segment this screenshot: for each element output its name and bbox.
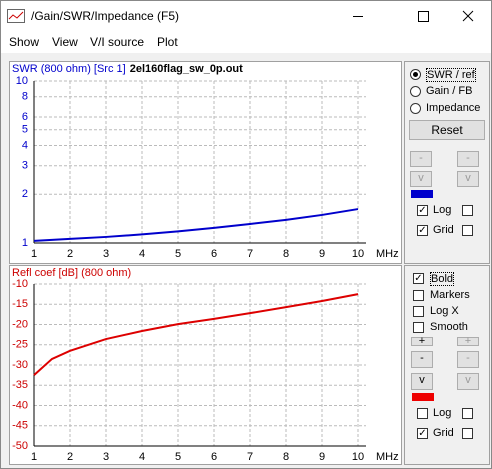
y-tick-label: 8 xyxy=(22,91,28,103)
x-tick-label: 7 xyxy=(247,451,253,463)
title-bar: /Gain/SWR/Impedance (F5) xyxy=(1,1,491,32)
y-tick-label: -25 xyxy=(12,339,28,351)
color-swatch[interactable] xyxy=(411,190,433,198)
chart-title: Refl coef [dB] (800 ohm) xyxy=(12,267,131,279)
radio-label[interactable]: Gain / FB xyxy=(426,85,473,97)
checkbox[interactable]: ✓ xyxy=(417,205,428,216)
x-tick-label: 6 xyxy=(211,248,217,260)
button[interactable]: - xyxy=(457,151,479,167)
chart-panel xyxy=(9,61,402,264)
radio-label[interactable]: Impedance xyxy=(426,102,481,114)
radio[interactable] xyxy=(410,69,421,80)
checkbox[interactable] xyxy=(413,290,424,301)
x-tick-label: 9 xyxy=(319,451,325,463)
x-tick-label: 3 xyxy=(103,248,109,260)
radio[interactable] xyxy=(410,86,421,97)
button[interactable]: - xyxy=(457,351,479,368)
y-tick-label: 1 xyxy=(22,237,28,249)
color-swatch[interactable] xyxy=(412,393,434,401)
checkbox-label[interactable]: Log X xyxy=(430,305,459,317)
bottom-controls: ✓ Bold Markers Log X Smooth + + - - v v … xyxy=(404,265,490,465)
y-tick-label: 2 xyxy=(22,188,28,200)
menu-item[interactable]: View xyxy=(52,35,78,49)
y-tick-label: 6 xyxy=(22,111,28,123)
x-tick-label: 6 xyxy=(211,451,217,463)
y-tick-label: -45 xyxy=(12,420,28,432)
radio-label[interactable]: SWR / ref xyxy=(426,68,476,82)
checkbox[interactable]: ✓ xyxy=(413,273,424,284)
button[interactable]: + xyxy=(457,336,479,347)
x-tick-label: 2 xyxy=(67,248,73,260)
checkbox[interactable] xyxy=(462,205,473,216)
checkbox-label[interactable]: Log xyxy=(433,204,452,216)
data-line xyxy=(33,208,359,242)
window-buttons[interactable] xyxy=(341,1,491,32)
checkbox-label[interactable]: Bold xyxy=(430,272,455,286)
checkbox-label[interactable]: Grid xyxy=(433,427,454,439)
x-tick-label: 2 xyxy=(67,451,73,463)
y-tick-label: -15 xyxy=(12,298,28,310)
button[interactable]: - xyxy=(411,351,433,368)
app-icon xyxy=(7,9,25,23)
y-tick-label: 4 xyxy=(22,139,28,151)
button[interactable]: v xyxy=(411,373,433,390)
x-tick-label: 10 xyxy=(352,248,364,260)
reset-button[interactable]: Reset xyxy=(409,120,485,140)
x-tick-label: 3 xyxy=(103,451,109,463)
checkbox[interactable]: ✓ xyxy=(417,225,428,236)
window-title: /Gain/SWR/Impedance (F5) xyxy=(31,9,180,23)
y-tick-label: 3 xyxy=(22,160,28,172)
radio[interactable] xyxy=(410,103,421,114)
menu-item[interactable]: Show xyxy=(9,35,40,49)
y-tick-label: 10 xyxy=(16,75,28,87)
button[interactable]: v xyxy=(457,373,479,390)
top-controls: SWR / ref Gain / FB Impedance Reset - - … xyxy=(404,61,490,264)
checkbox-label[interactable]: Log xyxy=(433,407,452,419)
checkbox[interactable]: ✓ xyxy=(417,428,428,439)
menu-bar: Show View V/I source Plot xyxy=(1,32,491,53)
x-axis-label: MHz xyxy=(376,451,399,463)
x-tick-label: 9 xyxy=(319,248,325,260)
x-tick-label: 10 xyxy=(352,451,364,463)
chart-panel xyxy=(9,265,402,465)
chart-title: SWR (800 ohm) [Src 1] xyxy=(12,63,126,75)
checkbox[interactable] xyxy=(462,225,473,236)
x-tick-label: 1 xyxy=(31,451,37,463)
menu-item[interactable]: V/I source xyxy=(90,35,145,49)
x-tick-label: 8 xyxy=(283,248,289,260)
checkbox[interactable] xyxy=(413,306,424,317)
button[interactable]: + xyxy=(411,336,433,347)
file-name: 2el160flag_sw_0p.out xyxy=(130,63,243,75)
x-tick-label: 1 xyxy=(31,248,37,260)
y-tick-label: 5 xyxy=(22,124,28,136)
checkbox-label[interactable]: Smooth xyxy=(430,321,468,333)
button[interactable]: - xyxy=(410,151,432,167)
menu-item[interactable]: Plot xyxy=(157,35,178,49)
x-tick-label: 4 xyxy=(139,248,145,260)
data-line xyxy=(33,293,359,376)
y-tick-label: -35 xyxy=(12,379,28,391)
x-tick-label: 4 xyxy=(139,451,145,463)
checkbox[interactable] xyxy=(417,408,428,419)
checkbox[interactable] xyxy=(462,428,473,439)
checkbox-label[interactable]: Markers xyxy=(430,289,470,301)
y-tick-label: -30 xyxy=(12,359,28,371)
y-tick-label: -20 xyxy=(12,318,28,330)
y-tick-label: -40 xyxy=(12,399,28,411)
x-tick-label: 5 xyxy=(175,451,181,463)
x-tick-label: 8 xyxy=(283,451,289,463)
button[interactable]: v xyxy=(410,171,432,187)
x-tick-label: 7 xyxy=(247,248,253,260)
button[interactable]: v xyxy=(457,171,479,187)
checkbox[interactable] xyxy=(462,408,473,419)
y-tick-label: -10 xyxy=(12,278,28,290)
checkbox-label[interactable]: Grid xyxy=(433,224,454,236)
x-tick-label: 5 xyxy=(175,248,181,260)
checkbox[interactable] xyxy=(413,322,424,333)
y-tick-label: -50 xyxy=(12,440,28,452)
x-axis-label: MHz xyxy=(376,248,399,260)
